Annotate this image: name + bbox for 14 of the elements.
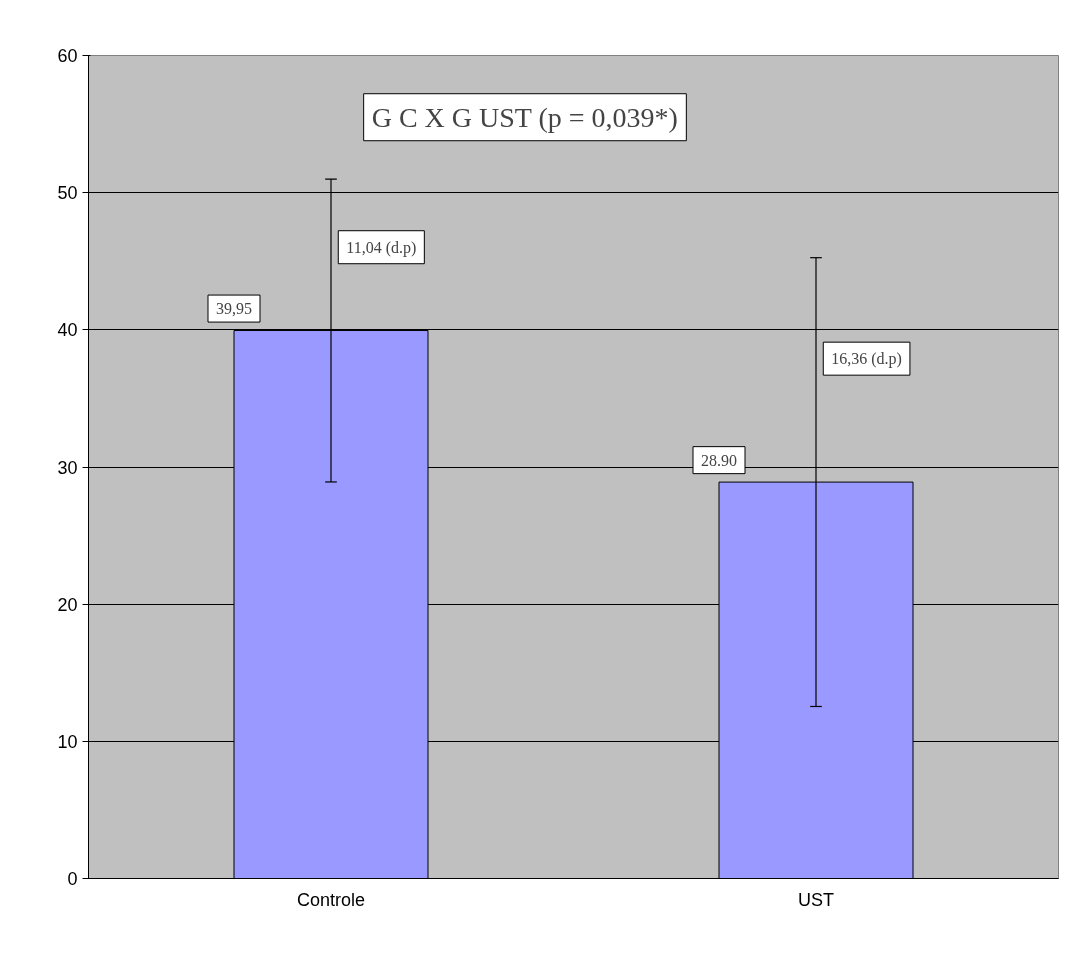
- y-tick-label: 30: [57, 457, 78, 478]
- y-tick-label: 10: [57, 731, 78, 752]
- data-label: 28.90: [701, 451, 737, 469]
- x-tick-label: Controle: [296, 889, 366, 910]
- y-tick-label: 0: [67, 869, 78, 889]
- annotation: 16,36 (d.p): [831, 350, 902, 369]
- y-tick-label: 50: [57, 183, 78, 204]
- data-label: 39,95: [216, 300, 252, 318]
- x-tick-label: UST: [798, 889, 834, 910]
- y-tick-label: 20: [57, 594, 78, 615]
- y-tick-label: 40: [57, 320, 78, 341]
- annotation: G C X G UST (p = 0,039*): [371, 101, 678, 133]
- y-tick-label: 60: [57, 46, 78, 66]
- annotation: 11,04 (d.p): [346, 238, 417, 257]
